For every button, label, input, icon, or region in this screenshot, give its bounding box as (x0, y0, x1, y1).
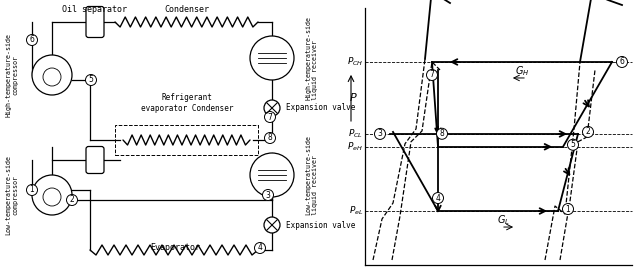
Circle shape (616, 57, 627, 68)
Circle shape (86, 75, 97, 86)
Text: 5: 5 (571, 140, 575, 149)
Text: $G_L$: $G_L$ (497, 213, 509, 227)
Text: High-temperature-side
liquid receiver: High-temperature-side liquid receiver (305, 16, 318, 100)
Text: 3: 3 (266, 191, 271, 199)
Text: 5: 5 (88, 76, 93, 84)
Circle shape (250, 153, 294, 197)
Text: 2: 2 (70, 196, 74, 204)
Text: Oil separator: Oil separator (63, 5, 127, 14)
Text: $P_{CH}$: $P_{CH}$ (346, 56, 363, 68)
FancyBboxPatch shape (86, 147, 104, 173)
Text: 7: 7 (268, 112, 273, 122)
Text: 7: 7 (429, 70, 435, 79)
Circle shape (433, 193, 444, 204)
Circle shape (264, 112, 275, 122)
Text: Low-temperature-side
liquid receiver: Low-temperature-side liquid receiver (305, 135, 318, 215)
Circle shape (568, 139, 579, 150)
Text: 1: 1 (566, 204, 570, 214)
Text: $P_{eL}$: $P_{eL}$ (349, 205, 363, 217)
Text: 6: 6 (620, 57, 625, 66)
Text: $P_{CL}$: $P_{CL}$ (348, 128, 363, 140)
Circle shape (264, 100, 280, 116)
Circle shape (255, 242, 266, 253)
Circle shape (43, 188, 61, 206)
Circle shape (32, 175, 72, 215)
Text: Refrigerant
evaporator Condenser: Refrigerant evaporator Condenser (141, 93, 233, 113)
Circle shape (264, 132, 275, 143)
Circle shape (250, 36, 294, 80)
Circle shape (26, 184, 38, 196)
Text: Evaporator: Evaporator (150, 243, 200, 252)
Text: Expansion valve: Expansion valve (286, 220, 355, 230)
Text: High-temperature-side
compressor: High-temperature-side compressor (6, 33, 19, 117)
Circle shape (436, 128, 447, 139)
Circle shape (582, 126, 593, 137)
Circle shape (262, 189, 273, 201)
Text: $P_{eH}$: $P_{eH}$ (347, 140, 363, 153)
Text: 2: 2 (586, 127, 590, 137)
Circle shape (426, 70, 438, 81)
Circle shape (563, 204, 573, 214)
Text: Condenser: Condenser (164, 5, 209, 14)
Text: P: P (349, 93, 356, 103)
Circle shape (26, 35, 38, 45)
Circle shape (32, 55, 72, 95)
Circle shape (43, 68, 61, 86)
Text: $G_H$: $G_H$ (515, 64, 529, 78)
Text: 6: 6 (29, 35, 35, 45)
Text: 8: 8 (268, 134, 273, 142)
Text: 8: 8 (440, 129, 444, 138)
Text: 3: 3 (378, 129, 383, 138)
Circle shape (374, 129, 385, 139)
Text: 4: 4 (257, 243, 262, 253)
Bar (115, 125, 258, 155)
Circle shape (67, 194, 77, 206)
FancyBboxPatch shape (86, 6, 104, 37)
Text: 1: 1 (29, 186, 35, 194)
Text: Expansion valve: Expansion valve (286, 104, 355, 112)
Text: 4: 4 (436, 194, 440, 202)
Circle shape (264, 217, 280, 233)
Text: Low-temperature-side
compressor: Low-temperature-side compressor (6, 155, 19, 235)
